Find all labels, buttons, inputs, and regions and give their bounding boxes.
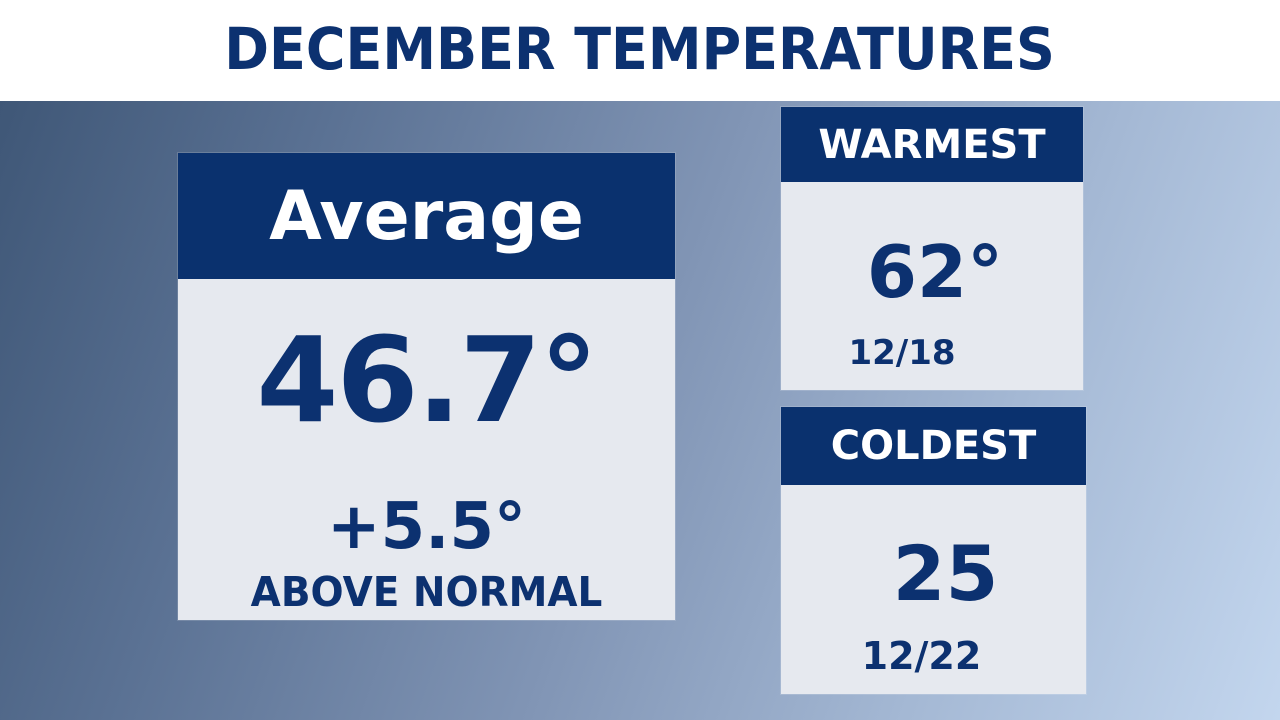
title-bar: DECEMBER TEMPERATURES — [0, 0, 1280, 101]
page-title: DECEMBER TEMPERATURES — [224, 14, 1056, 83]
warmest-temperature-value: 62° — [866, 230, 1004, 314]
average-temperature-value: 46.7° — [256, 311, 598, 449]
warmest-date: 12/18 — [848, 333, 956, 373]
average-card-header: Average — [178, 153, 675, 279]
temperature-departure-value: +5.5° — [327, 490, 526, 564]
coldest-card-header: COLDEST — [781, 407, 1086, 485]
warmest-card-header: WARMEST — [781, 107, 1083, 182]
coldest-temperature-value: 25 — [892, 529, 999, 618]
warmest-temperature-card: WARMEST 62° 12/18 — [781, 107, 1083, 390]
coldest-temperature-card: COLDEST 25 12/22 — [781, 407, 1086, 694]
graphic-background: Average 46.7° +5.5° ABOVE NORMAL WARMEST… — [0, 101, 1280, 720]
average-temperature-card: Average 46.7° +5.5° ABOVE NORMAL — [178, 153, 675, 620]
coldest-date: 12/22 — [861, 634, 982, 678]
temperature-departure-label: ABOVE NORMAL — [250, 568, 603, 616]
